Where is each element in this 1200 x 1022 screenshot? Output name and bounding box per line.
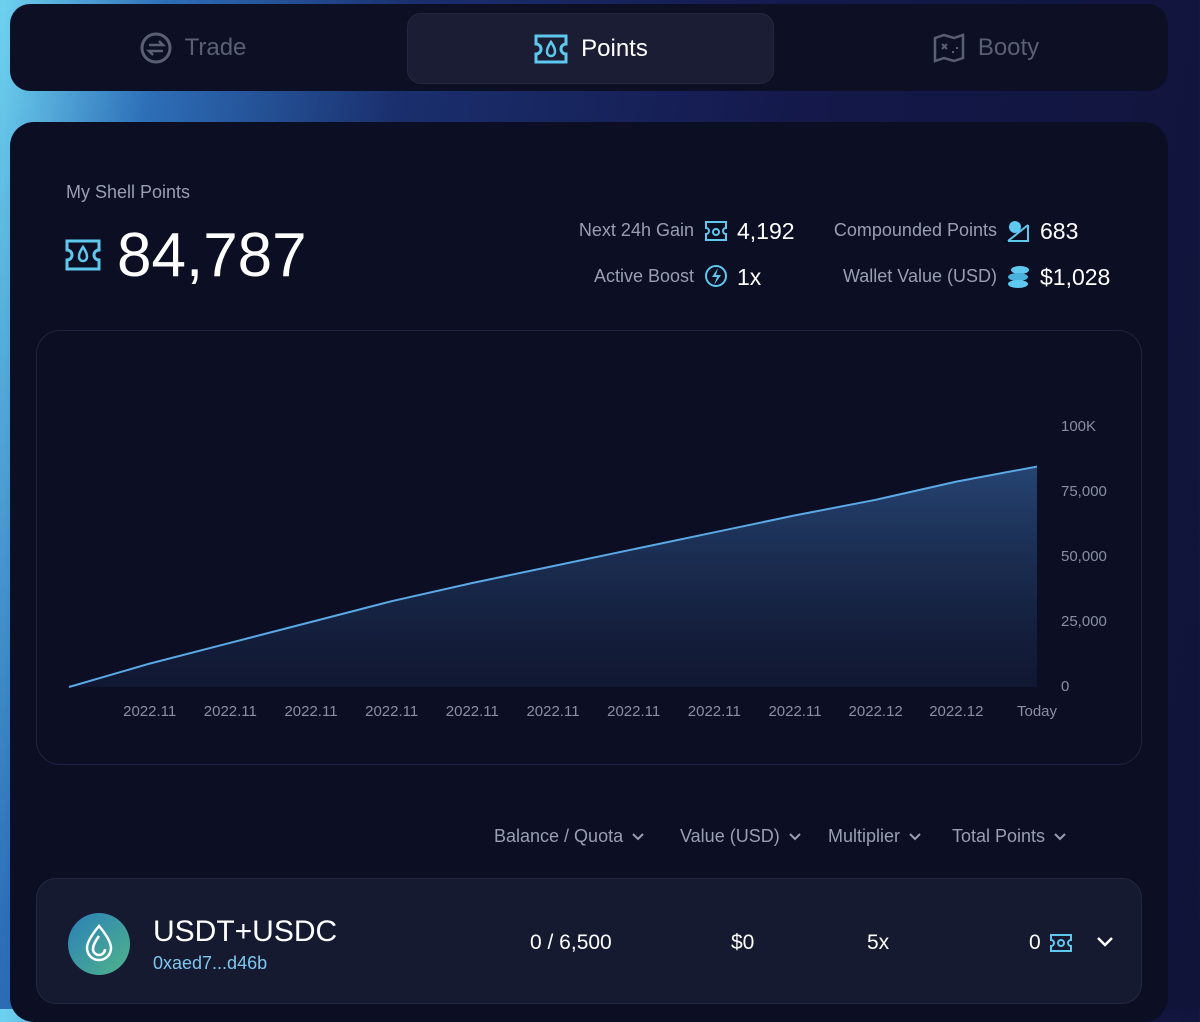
value: $0: [731, 931, 755, 954]
header-label: Multiplier: [828, 826, 901, 846]
pool-address: 0xaed7...d46b: [153, 953, 268, 973]
tab-trade[interactable]: Trade: [10, 13, 375, 82]
x-tick-label: 2022.11: [446, 703, 499, 720]
tab-label: Trade: [184, 33, 247, 61]
points-icon: [65, 239, 101, 271]
stat-value: 1x: [737, 264, 762, 290]
stat-value: $1,028: [1040, 264, 1111, 290]
pool-logo: [68, 913, 130, 975]
header-label: Balance / Quota: [494, 826, 624, 846]
y-tick-label: 0: [1061, 678, 1069, 695]
stat-label: Compounded Points: [833, 220, 997, 240]
x-tick-label: 2022.11: [526, 703, 579, 720]
points-label: My Shell Points: [66, 182, 191, 202]
sort-header[interactable]: Multiplier: [828, 826, 922, 847]
stat-icon: [705, 265, 727, 287]
chevron: [632, 832, 644, 840]
y-tick-label: 100K: [1061, 418, 1096, 435]
x-tick-label: 2022.11: [607, 703, 660, 720]
expand-toggle[interactable]: [1095, 935, 1115, 949]
x-tick-label: 2022.11: [123, 703, 176, 720]
x-tick-label: 2022.12: [849, 703, 903, 720]
tab-label: Points: [581, 34, 648, 62]
tab-label: Booty: [977, 33, 1040, 61]
chart: 0 25,000 50,000 75,000 100K 2022.11 2022.11 202…: [68, 418, 1107, 720]
tab-points[interactable]: Points: [407, 13, 774, 84]
x-tick-label: Today: [1017, 703, 1058, 720]
stat-icon: [1008, 266, 1029, 288]
y-tick-label: 50,000: [1061, 548, 1107, 565]
chart-box: 0 25,000 50,000 75,000 100K 2022.11 2022.11 202…: [36, 330, 1142, 765]
line: [68, 465, 1038, 688]
sort-header[interactable]: Total Points: [952, 826, 1067, 847]
chevron: [788, 832, 801, 840]
y-tick-label: 75,000: [1061, 483, 1107, 500]
stat-label: Wallet Value (USD): [842, 266, 997, 286]
tab-booty[interactable]: Booty: [803, 13, 1168, 82]
area-fill: [69, 466, 1037, 687]
x-tick-label: 2022.11: [284, 703, 337, 720]
multiplier: 5x: [867, 931, 890, 954]
x-tick-label: 2022.11: [204, 703, 257, 720]
x-tick-label: 2022.12: [929, 703, 983, 720]
y-tick-label: 25,000: [1061, 613, 1107, 630]
sort-header[interactable]: Balance / Quota: [494, 826, 645, 847]
pool-name: USDT+USDC: [153, 915, 338, 948]
x-tick-label: 2022.11: [688, 703, 741, 720]
balance: 0 / 6,500: [530, 931, 612, 954]
stat-label: Active Boost: [593, 266, 694, 286]
header-label: Value (USD): [680, 826, 780, 846]
chevron: [1054, 832, 1066, 840]
pool-row: USDT+USDC 0xaed7...d46b 0 / 6,500 $0 5x …: [36, 878, 1142, 1004]
stat-icon: [1007, 221, 1029, 242]
trade-icon: [140, 32, 172, 63]
x-tick-label: 2022.11: [768, 703, 821, 720]
stat-icon: [705, 221, 727, 241]
sort-header[interactable]: Value (USD): [680, 826, 802, 847]
stat-value: 4,192: [737, 218, 795, 244]
total-points: 0: [1029, 931, 1041, 954]
points-total: 84,787: [117, 221, 307, 290]
header-label: Total Points: [952, 826, 1046, 846]
booty-icon: [933, 32, 965, 63]
stat-label: Next 24h Gain: [578, 220, 694, 240]
stat-value: 683: [1040, 218, 1079, 244]
points-icon: [1050, 934, 1072, 952]
chevron: [909, 832, 921, 840]
points-icon: [534, 34, 568, 63]
x-tick-label: 2022.11: [365, 703, 418, 720]
tab-bar: Trade Points Booty: [10, 4, 1168, 91]
